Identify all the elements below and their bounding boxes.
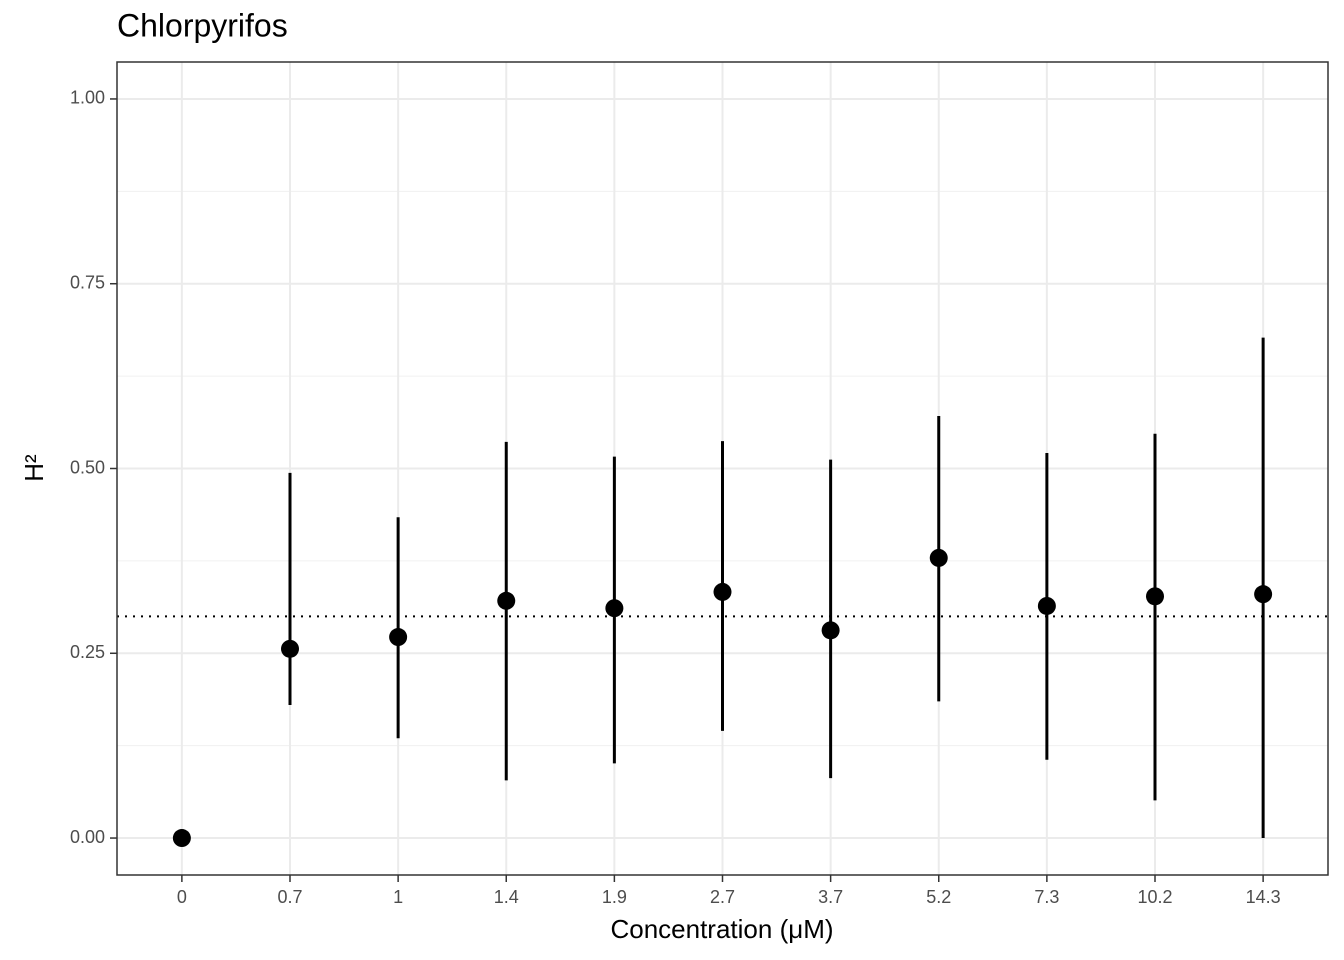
x-tick-label: 3.7 bbox=[818, 887, 843, 907]
x-tick-label: 1 bbox=[393, 887, 403, 907]
point bbox=[821, 621, 840, 640]
panel-border bbox=[116, 61, 1329, 876]
x-tick-label: 2.7 bbox=[710, 887, 735, 907]
x-tick-label: 0.7 bbox=[277, 887, 302, 907]
x-tick-label: 5.2 bbox=[926, 887, 951, 907]
y-tick-label: 0.50 bbox=[70, 457, 105, 477]
x-tick-label: 7.3 bbox=[1034, 887, 1059, 907]
y-tick-label: 1.00 bbox=[70, 88, 105, 108]
x-axis-title: Concentration (μM) bbox=[610, 914, 833, 944]
x-tick-label: 1.4 bbox=[494, 887, 519, 907]
y-tick-label: 0.75 bbox=[70, 272, 105, 292]
point bbox=[1037, 596, 1056, 615]
x-tick-label: 0 bbox=[177, 887, 187, 907]
y-tick-label: 0.00 bbox=[70, 827, 105, 847]
x-tick-label: 10.2 bbox=[1137, 887, 1172, 907]
point bbox=[172, 829, 191, 848]
point bbox=[497, 591, 516, 610]
point bbox=[929, 548, 948, 567]
point bbox=[1254, 585, 1273, 604]
x-tick-label: 1.9 bbox=[602, 887, 627, 907]
point bbox=[605, 599, 624, 618]
point bbox=[281, 639, 299, 658]
y-tick-label: 0.25 bbox=[70, 642, 105, 662]
point bbox=[389, 628, 408, 647]
chart-title: Chlorpyrifos bbox=[117, 7, 288, 43]
point bbox=[713, 582, 732, 601]
x-tick-label: 14.3 bbox=[1246, 887, 1281, 907]
point bbox=[1146, 587, 1164, 606]
y-axis-title: H² bbox=[19, 454, 49, 482]
